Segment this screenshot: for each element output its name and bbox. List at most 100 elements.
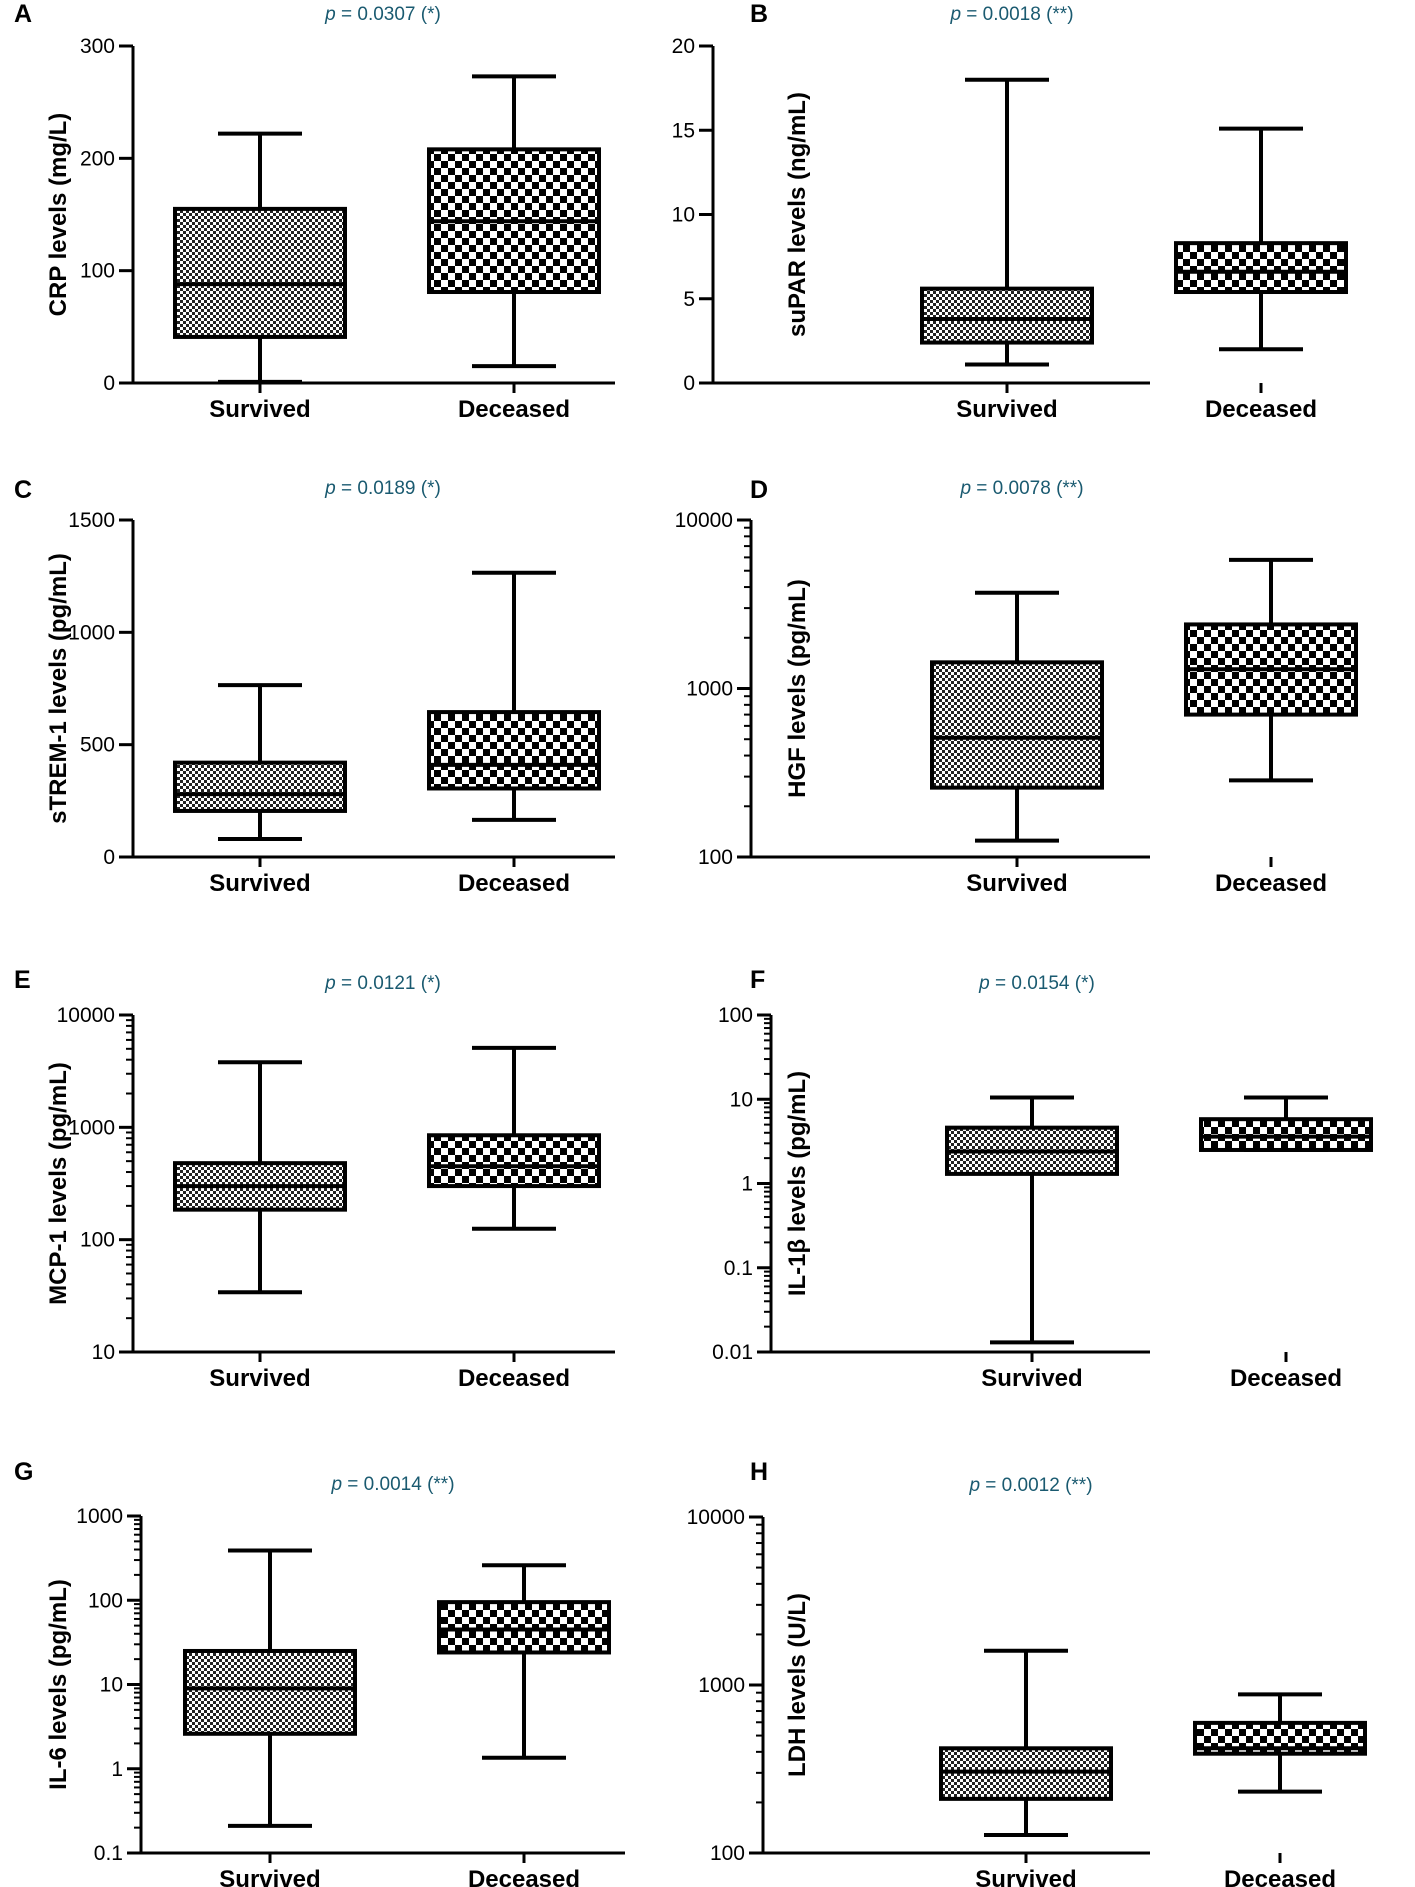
x-tick-label-deceased: Deceased <box>458 870 570 897</box>
box-survived <box>945 1095 1119 1345</box>
y-axis-title: CRP levels (mg/L) <box>45 113 72 317</box>
x-tick-label-survived: Survived <box>956 396 1057 423</box>
x-tick-label-survived: Survived <box>219 1866 320 1887</box>
x-tick-label-survived: Survived <box>966 870 1067 897</box>
y-tick-label: 100 <box>80 1229 115 1252</box>
p-value-text: = 0.0018 (**) <box>961 4 1074 25</box>
y-tick-label: 10000 <box>687 1506 745 1529</box>
p-value-text: = 0.0154 (*) <box>990 973 1095 994</box>
y-axis-title: MCP-1 levels (pg/mL) <box>45 1062 72 1305</box>
panel-letter: F <box>750 966 765 994</box>
y-tick-label: 100 <box>80 260 115 283</box>
y-tick-label: 10000 <box>675 509 733 532</box>
box-deceased <box>437 1563 611 1760</box>
y-tick-label: 10 <box>730 1088 753 1111</box>
box-deceased <box>1174 126 1348 352</box>
y-tick-label: 10 <box>672 204 695 227</box>
x-tick-label-survived: Survived <box>209 396 310 423</box>
y-tick-label: 100 <box>698 846 733 869</box>
iqr-box <box>173 760 347 813</box>
p-value-symbol: p <box>949 4 961 25</box>
x-tick-label-deceased: Deceased <box>458 396 570 423</box>
p-value-text: = 0.0014 (**) <box>342 1474 455 1495</box>
iqr-box <box>1199 1117 1373 1152</box>
x-tick-label-deceased: Deceased <box>1205 396 1317 423</box>
y-axis-title: HGF levels (pg/mL) <box>784 579 811 798</box>
y-axis-title: IL-6 levels (pg/mL) <box>45 1579 72 1790</box>
iqr-box <box>920 286 1094 345</box>
p-value-text: = 0.0307 (*) <box>336 4 441 25</box>
x-tick-label-deceased: Deceased <box>458 1365 570 1392</box>
y-tick-label: 0.1 <box>724 1257 753 1280</box>
y-tick-label: 0.1 <box>94 1842 123 1865</box>
box-survived <box>173 1060 347 1295</box>
box-survived <box>173 683 347 842</box>
y-axis-title: LDH levels (U/L) <box>784 1593 811 1777</box>
panel-letter: H <box>750 1458 768 1486</box>
x-tick-label-survived: Survived <box>209 870 310 897</box>
y-tick-label: 1000 <box>76 1505 123 1528</box>
p-value-label: p = 0.0307 (*) <box>324 4 441 25</box>
p-value-text: = 0.0121 (*) <box>336 973 441 994</box>
y-tick-label: 200 <box>80 147 115 170</box>
y-tick-label: 100 <box>88 1589 123 1612</box>
iqr-box <box>427 1133 601 1189</box>
box-deceased <box>427 570 601 822</box>
p-value-symbol: p <box>959 478 971 499</box>
iqr-box <box>173 206 347 339</box>
y-tick-label: 1000 <box>686 678 733 701</box>
panel-letter: B <box>750 0 768 28</box>
x-tick-label-deceased: Deceased <box>1215 870 1327 897</box>
y-tick-label: 1 <box>111 1758 123 1781</box>
p-value-symbol: p <box>330 1474 342 1495</box>
panel-letter: C <box>14 476 32 504</box>
iqr-box <box>427 710 601 791</box>
box-survived <box>930 590 1104 843</box>
x-tick-label-survived: Survived <box>209 1365 310 1392</box>
box-deceased <box>1199 1095 1373 1152</box>
p-value-text: = 0.0012 (**) <box>980 1475 1093 1496</box>
y-tick-label: 0 <box>683 372 695 395</box>
y-axis-title: sTREM-1 levels (pg/mL) <box>45 553 72 824</box>
y-tick-label: 500 <box>80 734 115 757</box>
box-deceased <box>427 74 601 369</box>
p-value-label: p = 0.0078 (**) <box>959 478 1083 499</box>
p-value-label: p = 0.0121 (*) <box>324 973 441 994</box>
panel-letter: E <box>14 966 31 994</box>
box-survived <box>939 1648 1113 1837</box>
y-axis-title: suPAR levels (ng/mL) <box>784 92 811 337</box>
p-value-label: p = 0.0018 (**) <box>949 4 1073 25</box>
p-value-symbol: p <box>978 973 990 994</box>
y-tick-label: 5 <box>683 288 695 311</box>
p-value-text: = 0.0078 (**) <box>971 478 1084 499</box>
y-tick-label: 15 <box>672 119 695 142</box>
y-tick-label: 100 <box>718 1004 753 1027</box>
p-value-text: = 0.0189 (*) <box>336 478 441 499</box>
box-survived <box>183 1548 357 1828</box>
x-tick-label-deceased: Deceased <box>1224 1866 1336 1887</box>
box-deceased <box>427 1045 601 1231</box>
p-value-label: p = 0.0154 (*) <box>978 973 1095 994</box>
y-tick-label: 0.01 <box>712 1341 753 1364</box>
y-tick-label: 100 <box>710 1842 745 1865</box>
y-tick-label: 10 <box>100 1674 123 1697</box>
iqr-box <box>930 660 1104 790</box>
panel-letter: A <box>14 0 32 28</box>
panel-letter: G <box>14 1458 33 1486</box>
x-tick-label-survived: Survived <box>975 1866 1076 1887</box>
x-tick-label-deceased: Deceased <box>468 1866 580 1887</box>
y-tick-label: 10000 <box>57 1004 115 1027</box>
iqr-box <box>183 1648 357 1736</box>
iqr-box <box>437 1600 611 1655</box>
y-tick-label: 1000 <box>68 1116 115 1139</box>
box-deceased <box>1193 1692 1367 1794</box>
y-tick-label: 10 <box>92 1341 115 1364</box>
y-tick-label: 1000 <box>68 621 115 644</box>
